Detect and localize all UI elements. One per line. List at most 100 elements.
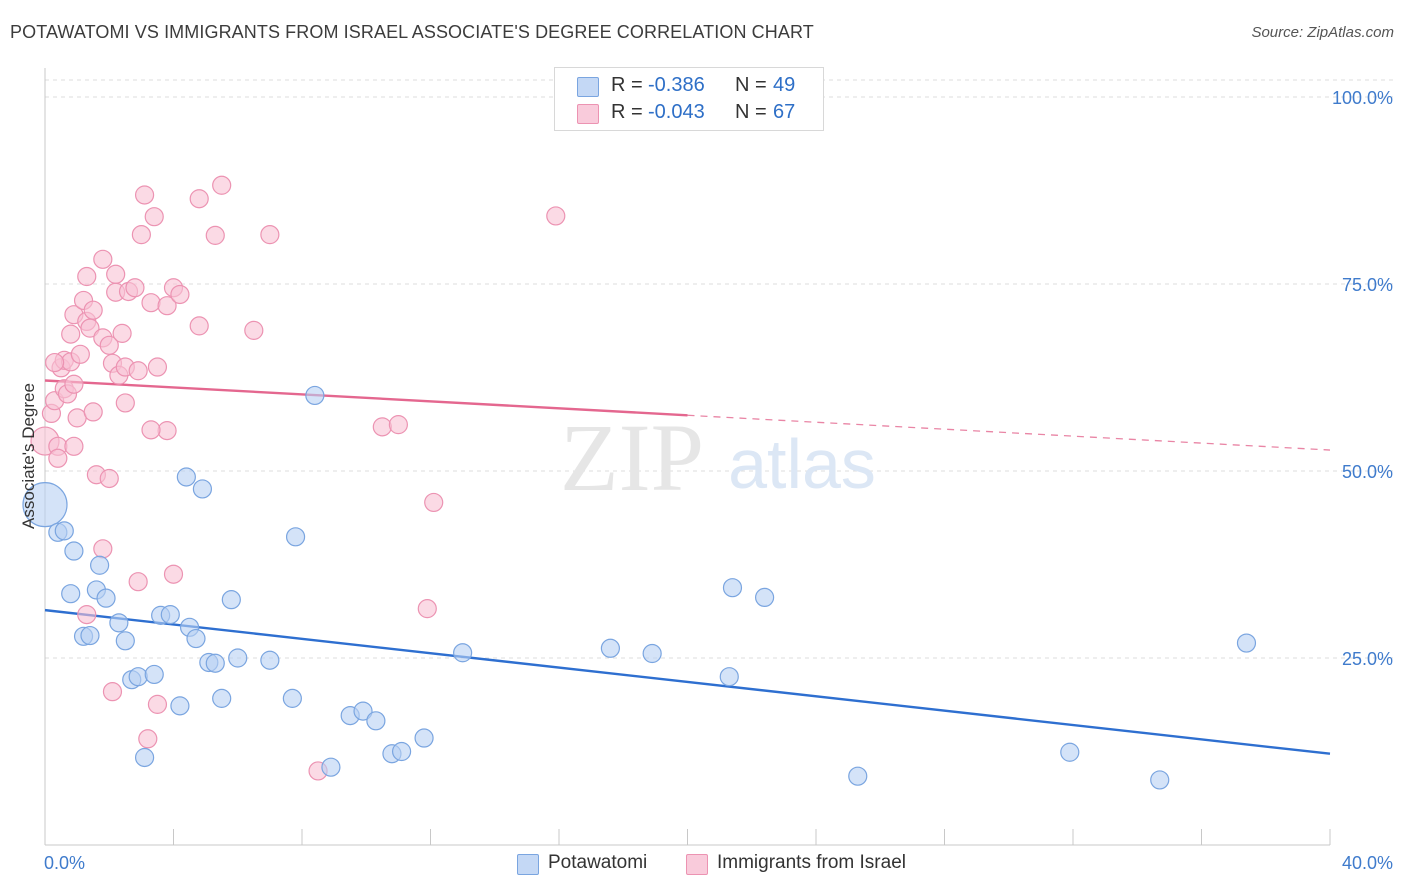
point-potawatomi: [80, 625, 100, 646]
point-potawatomi: [305, 385, 325, 406]
y-tick-label: 50.0%: [1342, 462, 1393, 482]
point-potawatomi: [144, 664, 164, 685]
point-immigrants-israel: [64, 374, 84, 394]
legend-n-value: 49: [773, 74, 796, 96]
point-immigrants-israel: [141, 420, 161, 440]
point-immigrants-israel: [83, 300, 103, 320]
points-potawatomi: [22, 385, 1257, 790]
point-immigrants-israel: [102, 682, 123, 702]
point-immigrants-israel: [128, 572, 148, 592]
point-immigrants-israel: [189, 189, 209, 209]
x-tick-label: 40.0%: [1342, 853, 1393, 873]
point-immigrants-israel: [424, 492, 444, 513]
point-immigrants-israel: [106, 264, 126, 284]
point-immigrants-israel: [212, 175, 232, 195]
grid-lines: [45, 79, 1393, 659]
point-potawatomi: [90, 555, 110, 575]
legend-r-value: -0.043: [648, 101, 705, 123]
legend-r-label: R =: [611, 101, 643, 123]
point-immigrants-israel: [163, 564, 184, 584]
bottom-legend-label: Potawatomi: [548, 852, 648, 873]
point-potawatomi: [96, 588, 116, 608]
point-immigrants-israel: [115, 393, 135, 413]
point-potawatomi: [221, 590, 241, 610]
bottom-legend-swatch-blue: [517, 854, 539, 875]
legend-r-value: -0.386: [648, 74, 705, 96]
bottom-legend-swatch-pink: [686, 854, 708, 875]
point-immigrants-israel: [77, 605, 97, 625]
point-immigrants-israel: [372, 417, 392, 437]
point-potawatomi: [453, 643, 473, 663]
point-immigrants-israel: [388, 415, 408, 435]
point-immigrants-israel: [546, 206, 566, 226]
trend-israel-dashed: [687, 414, 1331, 451]
x-tick-label: 0.0%: [44, 853, 85, 873]
point-potawatomi: [719, 667, 739, 687]
y-tick-label: 25.0%: [1342, 649, 1393, 669]
point-immigrants-israel: [170, 284, 190, 305]
point-potawatomi: [282, 688, 302, 708]
point-potawatomi: [186, 628, 206, 649]
point-potawatomi: [170, 696, 190, 716]
point-potawatomi: [109, 613, 129, 633]
point-potawatomi: [642, 643, 662, 664]
point-immigrants-israel: [99, 468, 119, 489]
watermark-atlas: atlas: [728, 425, 876, 503]
point-immigrants-israel: [45, 352, 65, 373]
point-immigrants-israel: [244, 320, 264, 340]
point-immigrants-israel: [64, 436, 84, 456]
point-immigrants-israel: [125, 278, 145, 298]
point-immigrants-israel: [70, 344, 90, 364]
point-immigrants-israel: [144, 207, 164, 227]
point-immigrants-israel: [112, 323, 132, 343]
point-immigrants-israel: [147, 357, 168, 377]
point-immigrants-israel: [131, 225, 151, 245]
point-immigrants-israel: [141, 293, 161, 313]
legend-swatch-blue: [577, 77, 599, 97]
point-potawatomi: [228, 648, 248, 668]
point-immigrants-israel: [77, 266, 97, 287]
point-immigrants-israel: [83, 402, 103, 422]
point-potawatomi: [192, 479, 213, 499]
trend-potawatomi-solid: [44, 608, 1331, 755]
point-potawatomi: [64, 541, 84, 561]
y-tick-label: 75.0%: [1342, 275, 1393, 295]
point-immigrants-israel: [93, 249, 113, 269]
point-potawatomi: [54, 521, 74, 541]
point-potawatomi: [160, 605, 180, 625]
point-potawatomi: [321, 757, 341, 777]
points-immigrants-israel: [30, 175, 566, 781]
point-potawatomi: [22, 482, 68, 528]
point-immigrants-israel: [48, 448, 68, 468]
point-potawatomi: [722, 578, 743, 598]
point-immigrants-israel: [128, 361, 148, 381]
point-potawatomi: [366, 711, 386, 731]
point-immigrants-israel: [134, 185, 155, 205]
point-potawatomi: [1060, 742, 1080, 762]
point-potawatomi: [128, 667, 148, 687]
point-potawatomi: [754, 587, 775, 608]
trend-israel-solid: [44, 379, 688, 417]
point-potawatomi: [260, 650, 280, 670]
point-potawatomi: [285, 527, 306, 547]
tick-labels: 25.0% 50.0% 75.0% 100.0% 0.0% 40.0%: [44, 88, 1393, 873]
legend-r-label: R =: [611, 74, 643, 96]
legend-swatch-pink: [577, 104, 599, 124]
chart-title: POTAWATOMI VS IMMIGRANTS FROM ISRAEL ASS…: [10, 22, 814, 42]
point-immigrants-israel: [93, 539, 113, 559]
point-immigrants-israel: [205, 225, 225, 245]
point-potawatomi: [414, 728, 434, 748]
y-tick-label: 100.0%: [1332, 88, 1393, 108]
point-immigrants-israel: [157, 296, 177, 316]
point-immigrants-israel: [61, 324, 81, 344]
trend-lines: [44, 379, 1331, 755]
legend-n-label: N =: [735, 101, 767, 123]
point-immigrants-israel: [417, 599, 437, 619]
point-potawatomi: [391, 741, 412, 762]
point-potawatomi: [205, 653, 225, 673]
point-potawatomi: [134, 747, 155, 768]
watermark-zip: ZIP: [560, 404, 704, 511]
point-potawatomi: [61, 584, 81, 604]
point-immigrants-israel: [189, 316, 209, 336]
point-immigrants-israel: [138, 729, 158, 749]
